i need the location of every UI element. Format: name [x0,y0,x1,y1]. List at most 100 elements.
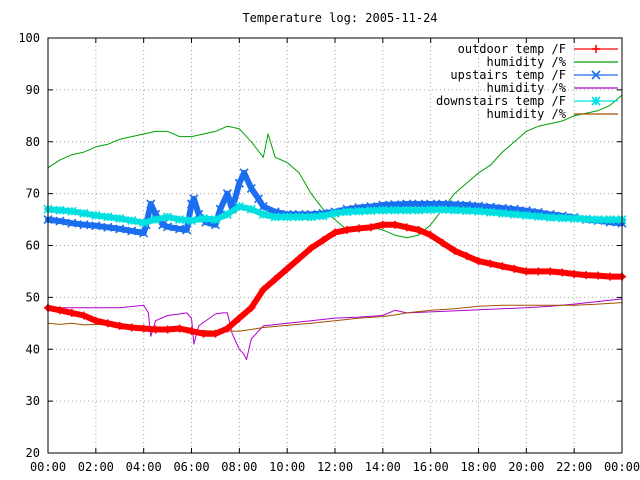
series-point-4 [366,206,376,216]
series-point-4 [294,212,304,222]
legend-marker [591,70,601,80]
series-point-4 [67,206,77,216]
series-point-0 [498,262,507,271]
series-point-0 [462,251,471,260]
series-point-0 [55,306,64,315]
series-point-0 [450,246,459,255]
series-point-4 [497,208,507,218]
series-point-0 [354,224,363,233]
series-point-0 [414,225,423,234]
series-point-0 [378,220,387,229]
series-point-0 [283,264,292,273]
series-point-2 [239,168,249,178]
series-point-0 [390,220,399,229]
series-point-0 [366,223,375,232]
series-point-0 [127,323,136,332]
y-tick-label: 40 [26,342,40,356]
x-tick-label: 06:00 [173,460,209,474]
series-group [43,94,627,361]
legend-label: outdoor temp /F [458,42,566,56]
series-point-0 [151,325,160,334]
y-tick-label: 90 [26,83,40,97]
series-point-4 [581,214,591,224]
y-tick-label: 60 [26,239,40,253]
series-point-0 [187,327,196,336]
series-point-4 [55,205,65,215]
x-tick-label: 18:00 [460,460,496,474]
series-point-2 [67,218,77,228]
series-point-4 [521,210,531,220]
series-point-4 [79,208,89,218]
series-point-0 [271,275,280,284]
legend-label: downstairs temp /F [436,94,566,108]
x-tick-label: 08:00 [221,460,257,474]
series-point-4 [151,214,161,225]
series-point-2 [222,189,232,199]
legend-marker [592,45,600,53]
series-point-2 [234,178,244,188]
series-point-4 [318,211,328,221]
x-tick-label: 14:00 [365,460,401,474]
series-point-4 [246,204,256,214]
y-tick-label: 30 [26,394,40,408]
series-point-4 [306,212,316,222]
series-point-2 [258,202,268,212]
series-point-2 [246,183,256,194]
x-tick-label: 22:00 [556,460,592,474]
legend-label: upstairs temp /F [450,68,566,82]
series-point-0 [426,231,435,240]
series-point-0 [199,329,208,338]
series-point-0 [115,321,124,330]
series-point-2 [91,221,101,231]
series-point-0 [570,270,579,279]
y-tick-label: 20 [26,446,40,460]
series-point-4 [354,206,364,216]
series-point-4 [174,214,185,225]
series-point-0 [295,254,304,263]
series-point-4 [222,209,232,219]
series-point-0 [510,264,519,273]
series-point-0 [139,324,148,333]
series-point-4 [210,214,220,225]
series-point-0 [474,257,483,266]
x-tick-label: 12:00 [317,460,353,474]
series-point-4 [186,216,197,226]
series-point-0 [486,259,495,268]
series-point-2 [215,204,225,214]
series-point-4 [426,205,436,215]
series-point-0 [582,271,591,280]
y-tick-label: 70 [26,187,40,201]
series-point-0 [522,267,531,276]
series-point-0 [319,236,328,245]
series-point-4 [557,213,567,223]
series-point-4 [163,212,173,222]
series-point-4 [390,205,400,215]
series-point-4 [509,209,519,219]
series-point-0 [438,238,447,247]
series-point-4 [115,213,125,224]
series-point-0 [79,311,88,320]
x-tick-label: 00:00 [604,460,640,474]
series-point-0 [594,271,603,280]
series-point-2 [182,225,192,235]
series-point-2 [79,220,89,230]
x-tick-label: 00:00 [30,460,66,474]
series-point-4 [234,202,244,212]
series-point-4 [103,212,113,222]
x-tick-label: 16:00 [413,460,449,474]
series-point-2 [55,216,65,226]
series-point-0 [223,324,232,333]
series-point-2 [127,226,137,236]
series-point-4 [378,205,388,215]
series-point-4 [282,212,292,222]
series-point-4 [258,209,268,219]
series-point-2 [115,224,125,234]
series-point-4 [485,207,496,217]
series-point-0 [211,329,220,338]
legend-marker [591,96,601,106]
series-point-4 [473,206,484,216]
x-tick-label: 02:00 [78,460,114,474]
series-point-0 [342,225,351,234]
